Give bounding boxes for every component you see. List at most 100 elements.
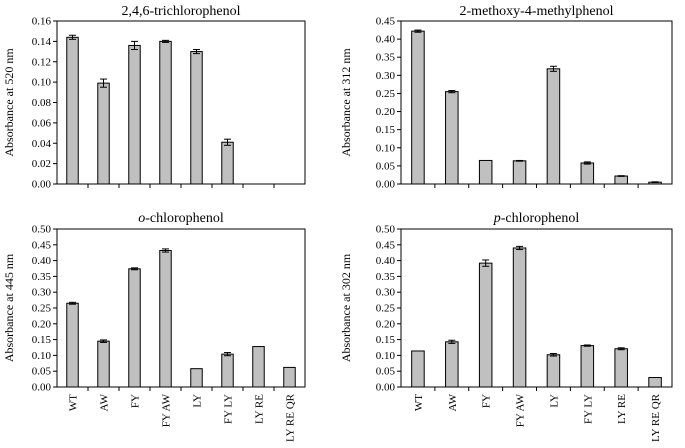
bar-fy-ly xyxy=(221,141,234,185)
bar-ly xyxy=(546,354,561,388)
error-bar xyxy=(651,181,659,184)
y-tick-label: 0.10 xyxy=(376,142,396,154)
y-tick-label: 0.25 xyxy=(32,303,52,315)
y-tick-label: 0.10 xyxy=(32,77,52,89)
chart-title-part: 2,4,6-trichlorophenol xyxy=(122,4,241,19)
error-bar xyxy=(448,339,456,344)
error-bar xyxy=(100,339,107,343)
bar-ly xyxy=(546,68,561,185)
error-bar xyxy=(193,49,200,55)
error-bar xyxy=(224,352,231,357)
y-tick-label: 0.12 xyxy=(32,56,51,68)
bar-aw xyxy=(97,82,110,185)
error-bar xyxy=(617,347,625,351)
x-tick-label: FY AW xyxy=(161,393,173,427)
chart-title: 2-methoxy-4-methylphenol xyxy=(460,4,614,19)
error-bar xyxy=(131,40,138,51)
x-tick-label: FY LY xyxy=(582,394,594,424)
bar-aw xyxy=(445,341,459,388)
chart-panel-2: 0.00 0.05 0.10 0.15 0.20 0.25 0.30 0.35 0.40 0.45… xyxy=(339,4,673,191)
x-tick-label: LY RE xyxy=(616,394,628,424)
error-bar xyxy=(414,29,422,33)
error-bar xyxy=(516,159,524,162)
x-tick-label: LY RE QR xyxy=(285,393,297,442)
error-bar xyxy=(162,39,169,43)
y-axis-label: Absorbance at 445 nm xyxy=(2,253,16,362)
y-axis-label: Absorbance at 520 nm xyxy=(2,48,16,157)
x-tick-label: LY RE QR xyxy=(650,393,662,442)
bar-ly-re xyxy=(614,175,628,185)
error-bar xyxy=(131,267,138,271)
bar-aw xyxy=(97,340,110,388)
y-tick-label: 0.04 xyxy=(32,138,52,150)
error-bar xyxy=(162,248,169,253)
bar-fy-ly xyxy=(221,353,234,388)
y-tick-label: 0.50 xyxy=(32,224,52,236)
error-bar xyxy=(69,34,76,40)
chart-panel-3: 0.00 0.05 0.10 0.15 0.20 0.25 0.30 0.35 0.40 0.45… xyxy=(2,211,306,442)
y-tick-label: 0.14 xyxy=(32,36,52,48)
x-tick-label: LY RE xyxy=(254,394,266,424)
chart-title: o-chlorophenol xyxy=(138,211,224,226)
error-bar xyxy=(583,161,591,165)
x-tick-label: LY xyxy=(548,394,560,408)
y-tick-label: 0.35 xyxy=(32,271,52,283)
y-tick-label: 0.25 xyxy=(376,88,396,100)
y-tick-label: 0.45 xyxy=(32,239,52,251)
y-tick-label: 0.15 xyxy=(32,334,52,346)
y-tick-label: 0.20 xyxy=(376,318,396,330)
bar-aw xyxy=(445,91,459,185)
x-tick-label: LY xyxy=(192,394,204,408)
x-tick-label: FY xyxy=(481,394,493,408)
y-tick-label: 0.40 xyxy=(376,255,396,267)
x-tick-label: FY LY xyxy=(223,394,235,424)
y-tick-label: 0.20 xyxy=(376,106,396,118)
bar-fy xyxy=(478,159,493,185)
bar-fy xyxy=(128,268,141,388)
y-tick-label: 0.30 xyxy=(32,287,52,299)
bar-fy xyxy=(128,44,141,185)
chart-title-part: 2-methoxy-4-methylphenol xyxy=(460,4,614,19)
bar-fy xyxy=(478,262,493,388)
bar-ly-re-qr xyxy=(648,377,662,388)
y-tick-label: 0.25 xyxy=(376,303,396,315)
bar-fy-aw xyxy=(159,40,172,185)
error-bar xyxy=(69,301,76,305)
bar-wt xyxy=(411,30,425,185)
y-tick-label: 0.08 xyxy=(32,97,52,109)
bar-fy-aw xyxy=(512,247,527,388)
error-bar xyxy=(224,138,231,146)
chart-title-part: o xyxy=(138,211,145,226)
chart-title: p-chlorophenol xyxy=(493,211,580,226)
y-tick-label: 0.15 xyxy=(376,124,396,136)
y-tick-label: 0.10 xyxy=(32,350,52,362)
y-tick-label: 0.15 xyxy=(376,334,396,346)
bar-fy-aw xyxy=(512,160,527,185)
x-tick-label: FY AW xyxy=(515,393,527,427)
bar-wt xyxy=(66,302,79,388)
y-tick-label: 0.40 xyxy=(376,34,396,46)
y-tick-label: 0.05 xyxy=(376,366,396,378)
y-tick-label: 0.45 xyxy=(376,239,396,251)
chart-title-part: -chlorophenol xyxy=(145,211,224,226)
x-tick-label: AW xyxy=(99,393,111,411)
y-tick-label: 0.20 xyxy=(32,318,52,330)
bar-ly xyxy=(190,368,203,388)
y-axis-label: Absorbance at 302 nm xyxy=(339,253,353,362)
y-tick-label: 0.40 xyxy=(32,255,52,267)
y-tick-label: 0.05 xyxy=(32,366,52,378)
bar-wt xyxy=(411,350,425,388)
error-bar xyxy=(482,259,490,267)
bar-ly-re xyxy=(614,348,628,388)
bar-fy-aw xyxy=(159,249,172,388)
y-tick-label: 0.30 xyxy=(376,70,396,82)
bar-wt xyxy=(66,36,79,185)
y-axis-label: Absorbance at 312 nm xyxy=(339,48,353,157)
y-tick-label: 0.00 xyxy=(376,179,396,191)
chart-title: 2,4,6-trichlorophenol xyxy=(122,4,241,19)
y-tick-label: 0.45 xyxy=(376,16,396,28)
y-tick-label: 0.00 xyxy=(32,179,52,191)
y-tick-label: 0.35 xyxy=(376,271,396,283)
x-tick-label: WT xyxy=(68,394,80,411)
